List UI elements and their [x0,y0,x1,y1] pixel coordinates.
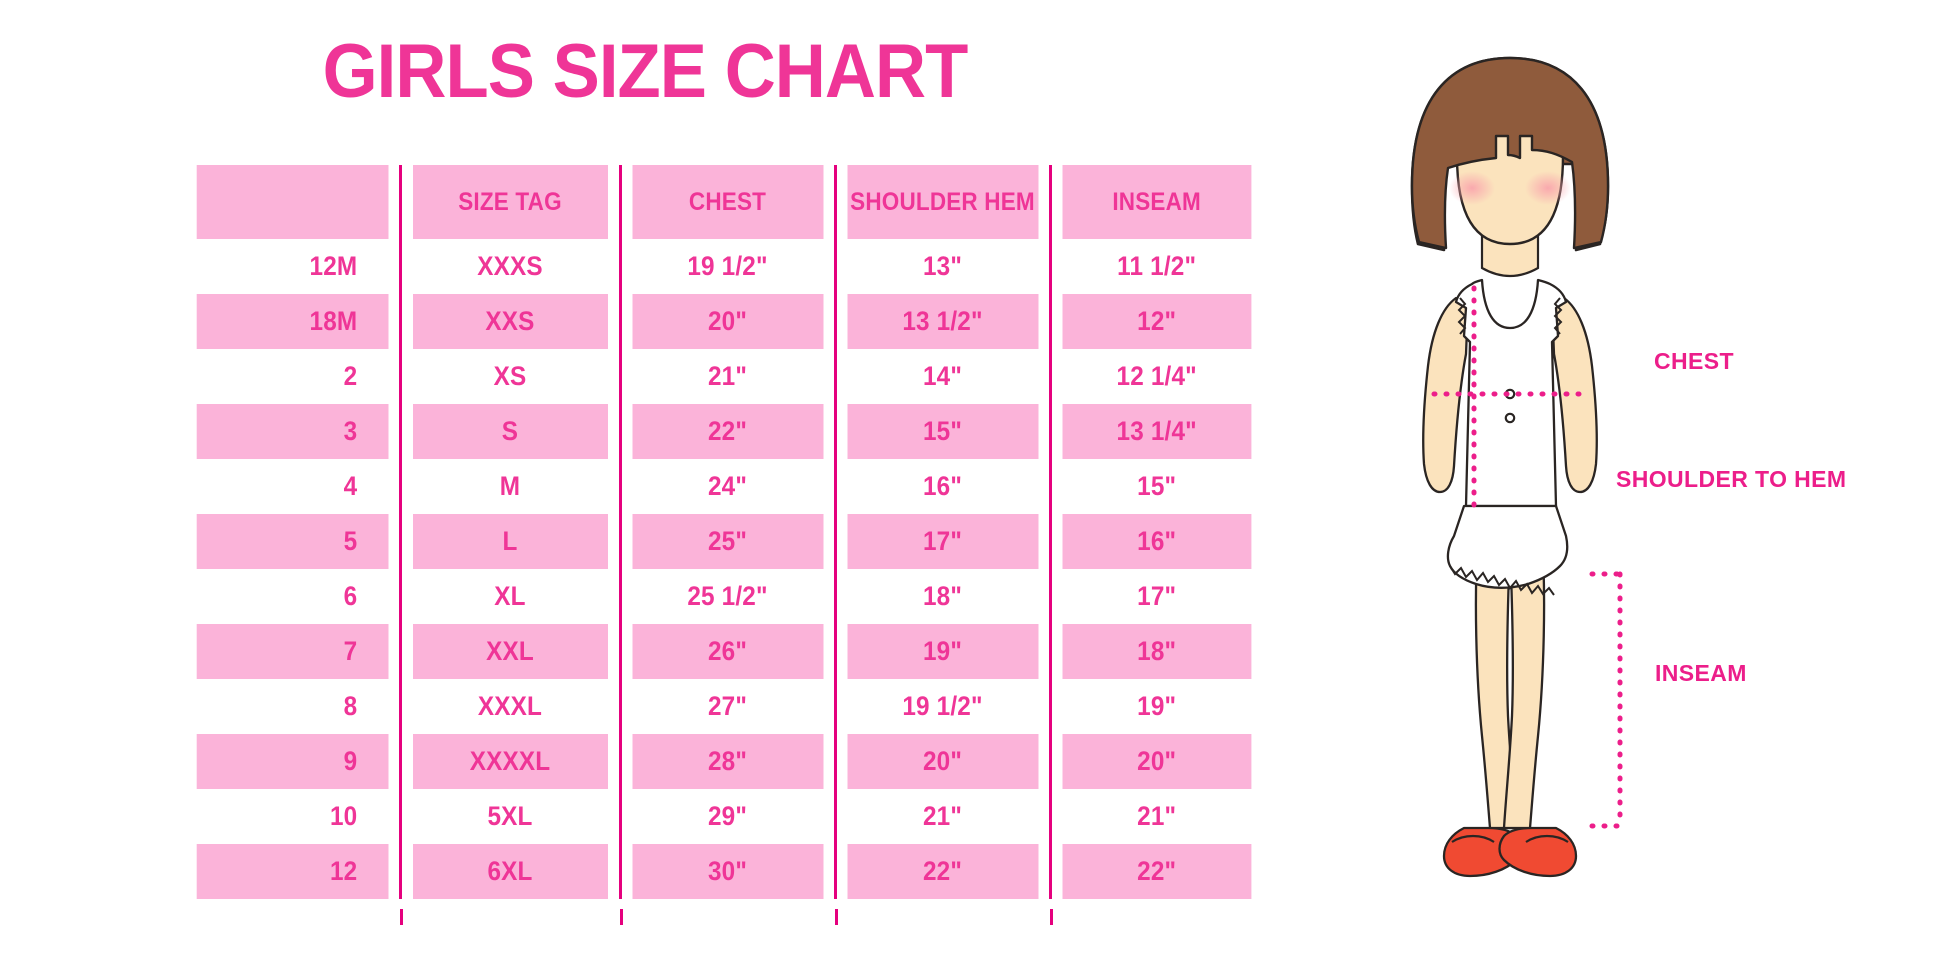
measurement-guides [1431,285,1587,513]
cell-chest: 19 1/2" [629,239,825,294]
cell-shoulder-hem: 15" [844,404,1040,459]
cell-size-tag: XXL [409,624,609,679]
table-row: 6 XL 25 1/2" 18" 17" [186,569,1262,624]
cell-inseam: 13 1/4" [1059,404,1252,459]
column-header-size [196,165,390,239]
cell-size-tag: S [409,404,609,459]
cell-size: 5 [196,514,390,569]
shoes [1442,826,1578,878]
cell-shoulder-hem: 22" [844,844,1040,899]
page-title: GIRLS SIZE CHART [322,29,969,114]
cell-chest: 29" [629,789,825,844]
label-chest: CHEST [1654,348,1734,374]
table-row: 12 6XL 30" 22" 22" [186,844,1262,899]
cell-chest: 21" [629,349,825,404]
cell-chest: 30" [629,844,825,899]
cell-shoulder-hem: 16" [844,459,1040,514]
table-row: 2 XS 21" 14" 12 1/4" [186,349,1262,404]
column-header-size-tag: SIZE TAG [409,165,609,239]
label-inseam: INSEAM [1655,660,1747,686]
cell-size: 12M [196,239,390,294]
column-header-shoulder-hem: SHOULDER HEM [844,165,1040,239]
cell-shoulder-hem: 21" [844,789,1040,844]
cheek-right [1525,171,1571,205]
cell-inseam: 12 1/4" [1059,349,1252,404]
cell-size: 12 [196,844,390,899]
top-garment [1454,278,1568,508]
cell-inseam: 11 1/2" [1059,239,1252,294]
cell-size-tag: XXXL [409,679,609,734]
table-row: 7 XXL 26" 19" 18" [186,624,1262,679]
cell-inseam: 21" [1059,789,1252,844]
cell-shoulder-hem: 17" [844,514,1040,569]
cell-inseam: 19" [1059,679,1252,734]
skirt-garment [1446,504,1569,596]
cell-inseam: 16" [1059,514,1252,569]
table-row: 3 S 22" 15" 13 1/4" [186,404,1262,459]
hair-bangs [1410,56,1610,250]
cell-size: 8 [196,679,390,734]
label-shoulder-to-hem: SHOULDER TO HEM [1616,466,1847,492]
table-row: 5 L 25" 17" 16" [186,514,1262,569]
arm-right [1550,296,1598,494]
cell-shoulder-hem: 13 1/2" [844,294,1040,349]
table-row: 18M XXS 20" 13 1/2" 12" [186,294,1262,349]
cell-shoulder-hem: 13" [844,239,1040,294]
cell-shoulder-hem: 14" [844,349,1040,404]
cell-size: 3 [196,404,390,459]
cell-chest: 22" [629,404,825,459]
table-row: 4 M 24" 16" 15" [186,459,1262,514]
cell-size: 6 [196,569,390,624]
cell-chest: 27" [629,679,825,734]
cell-size-tag: M [409,459,609,514]
leg-right [1502,534,1546,830]
cell-size-tag: XL [409,569,609,624]
cell-size-tag: XXXXL [409,734,609,789]
cell-shoulder-hem: 19" [844,624,1040,679]
cell-size-tag: XS [409,349,609,404]
table-row: 12M XXXS 19 1/2" 13" 11 1/2" [186,239,1262,294]
cell-size-tag: 5XL [409,789,609,844]
cell-chest: 25 1/2" [629,569,825,624]
table-row: 9 XXXXL 28" 20" 20" [186,734,1262,789]
table-header-row: SIZE TAG CHEST SHOULDER HEM INSEAM [186,165,1262,239]
inseam-guide [1589,571,1627,829]
cell-size-tag: 6XL [409,844,609,899]
cell-size-tag: XXS [409,294,609,349]
cell-size: 4 [196,459,390,514]
cell-shoulder-hem: 19 1/2" [844,679,1040,734]
cheek-left [1449,171,1495,205]
table-header: SIZE TAG CHEST SHOULDER HEM INSEAM [186,165,1262,239]
girl-figure-illustration [1360,36,1660,906]
cell-chest: 28" [629,734,825,789]
shoe-right [1498,826,1578,878]
cell-chest: 25" [629,514,825,569]
cell-size: 10 [196,789,390,844]
cell-size: 9 [196,734,390,789]
cell-size: 2 [196,349,390,404]
cell-size: 18M [196,294,390,349]
table-body: 12M XXXS 19 1/2" 13" 11 1/2" 18M XXS 20"… [186,239,1262,899]
cell-size: 7 [196,624,390,679]
cell-chest: 20" [629,294,825,349]
cell-inseam: 15" [1059,459,1252,514]
cell-chest: 26" [629,624,825,679]
cell-chest: 24" [629,459,825,514]
table-row: 10 5XL 29" 21" 21" [186,789,1262,844]
cell-size-tag: L [409,514,609,569]
cell-inseam: 17" [1059,569,1252,624]
cell-inseam: 22" [1059,844,1252,899]
cell-shoulder-hem: 20" [844,734,1040,789]
cell-inseam: 20" [1059,734,1252,789]
cell-shoulder-hem: 18" [844,569,1040,624]
cell-size-tag: XXXS [409,239,609,294]
size-chart-table: SIZE TAG CHEST SHOULDER HEM INSEAM 12M X… [186,165,1262,899]
column-header-inseam: INSEAM [1059,165,1252,239]
table-row: 8 XXXL 27" 19 1/2" 19" [186,679,1262,734]
column-header-chest: CHEST [629,165,825,239]
button-lower [1504,412,1516,424]
cell-inseam: 18" [1059,624,1252,679]
cell-inseam: 12" [1059,294,1252,349]
